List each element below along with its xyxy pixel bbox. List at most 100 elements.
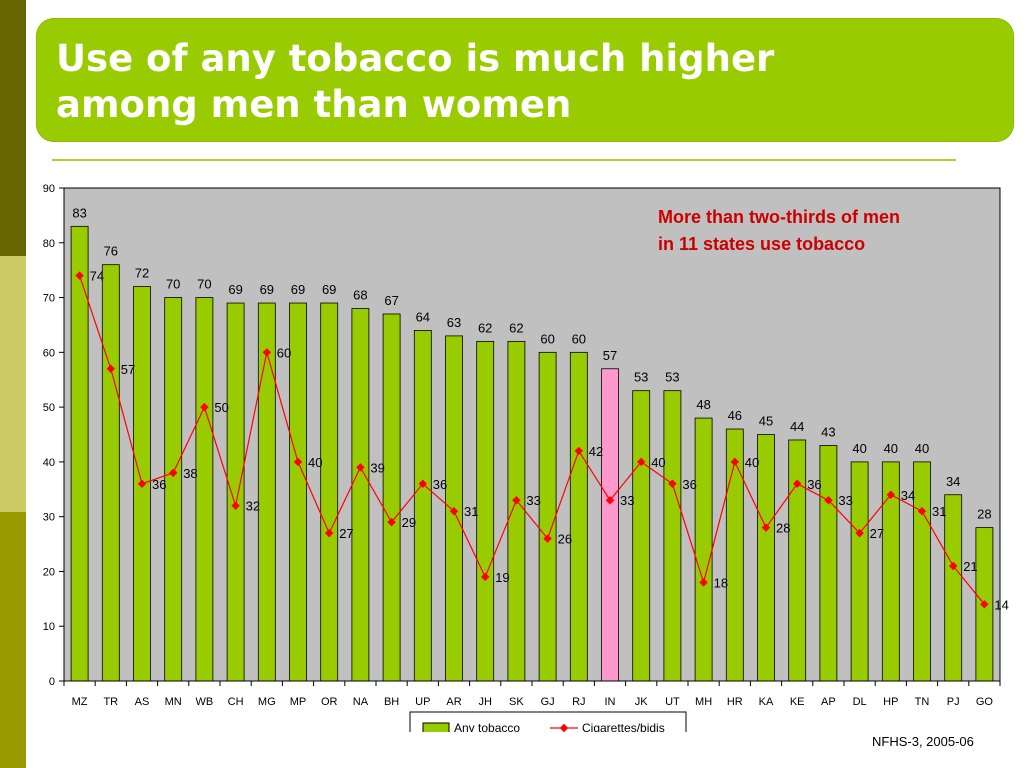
- category-label-rj: RJ: [572, 696, 585, 708]
- bar-series: [70, 225, 994, 682]
- line-label-tr: 57: [121, 362, 135, 377]
- category-label-tr: TR: [103, 696, 118, 708]
- category-label-mn: MN: [165, 696, 182, 708]
- bar-label-jh: 62: [478, 320, 492, 335]
- line-point-gj: [543, 534, 552, 543]
- line-label-up: 36: [433, 477, 447, 492]
- category-label-in: IN: [605, 696, 616, 708]
- bar-ka: [757, 434, 775, 682]
- bar-label-rj: 60: [572, 331, 586, 346]
- bar-label-in: 57: [603, 348, 617, 363]
- side-strip-middle: [0, 256, 26, 512]
- line-label-pj: 21: [963, 559, 977, 574]
- legend-swatch-cigarettes-marker: [559, 723, 569, 732]
- bar-tn: [913, 461, 931, 682]
- bar-label-pj: 34: [946, 474, 960, 489]
- category-label-ut: UT: [665, 696, 680, 708]
- side-strip-top: [0, 0, 26, 256]
- line-point-rj: [574, 446, 584, 456]
- y-tick-label: 80: [43, 238, 55, 250]
- line-point-up: [418, 479, 428, 489]
- bar-label-ke: 44: [790, 419, 804, 434]
- category-label-mp: MP: [290, 696, 307, 708]
- bar-ut: [663, 390, 682, 682]
- bar-label-ka: 45: [759, 414, 773, 429]
- bar-pj: [944, 494, 963, 682]
- category-label-jk: JK: [635, 696, 649, 708]
- line-point-tn: [917, 506, 927, 516]
- y-tick-label: 70: [43, 293, 55, 305]
- line-point-ap: [824, 495, 833, 505]
- line-label-mz: 74: [90, 269, 104, 284]
- category-label-ka: KA: [759, 696, 774, 708]
- bar-label-up: 64: [416, 309, 430, 324]
- line-point-as: [137, 479, 147, 489]
- category-label-bh: BH: [384, 696, 399, 708]
- line-value-labels: 74 57 36 38 50 32 60 40 27 39 29 36 31 19 33 26 42 33 40 36…: [90, 269, 1009, 613]
- category-label-up: UP: [415, 696, 430, 708]
- bar-na: [351, 308, 370, 682]
- bar-label-tn: 40: [915, 441, 929, 456]
- bar-label-na: 68: [353, 288, 367, 303]
- y-tick-label: 40: [43, 457, 55, 469]
- category-label-gj: GJ: [541, 696, 555, 708]
- y-tick-label: 60: [43, 347, 55, 359]
- category-label-mh: MH: [695, 696, 712, 708]
- line-label-ka: 28: [776, 521, 790, 536]
- line-point-hp: [886, 490, 896, 499]
- bar-label-mn: 70: [166, 277, 180, 292]
- bar-label-mg: 69: [260, 282, 274, 297]
- bar-label-ut: 53: [665, 370, 679, 385]
- line-point-bh: [387, 517, 396, 527]
- line-label-wb: 50: [214, 400, 228, 415]
- bar-ch: [226, 302, 245, 682]
- category-label-go: GO: [976, 696, 994, 708]
- line-label-ap: 33: [838, 493, 852, 508]
- bar-up: [413, 330, 432, 682]
- title-divider: [52, 159, 956, 161]
- category-label-sk: SK: [509, 696, 524, 708]
- bar-value-labels: 83 76 72 70 70 69 69 69 69 68 67 64 63 62 62 60 60 57 53 53…: [72, 205, 991, 521]
- line-point-ar: [449, 506, 459, 516]
- line-point-mn: [168, 468, 178, 478]
- line-label-bh: 29: [402, 515, 416, 530]
- bar-tr: [101, 264, 120, 682]
- line-point-hr: [730, 457, 740, 467]
- category-label-pj: PJ: [947, 696, 960, 708]
- line-label-jk: 40: [651, 455, 665, 470]
- line-label-mh: 18: [714, 575, 728, 590]
- bar-label-sk: 62: [509, 320, 523, 335]
- category-label-dl: DL: [853, 696, 867, 708]
- y-tick-label: 20: [43, 566, 55, 578]
- line-point-ut: [668, 479, 677, 489]
- y-tick-label: 30: [43, 512, 55, 524]
- category-label-mz: MZ: [72, 696, 88, 708]
- line-label-ar: 31: [464, 504, 478, 519]
- bar-label-ap: 43: [821, 424, 835, 439]
- line-point-in: [605, 495, 615, 505]
- bar-ke: [788, 439, 807, 682]
- bar-gj: [538, 351, 557, 682]
- line-point-tr: [106, 364, 116, 374]
- legend-label-cigarettes: Cigarettes/bidis: [582, 721, 665, 732]
- line-point-or: [324, 528, 334, 538]
- line-point-ke: [792, 479, 802, 489]
- line-label-ke: 36: [807, 477, 821, 492]
- line-point-sk: [512, 495, 521, 505]
- x-axis: MZ TR AS MN WB CH MG MP OR NA BH UP AR JH SK GJ RJ IN JK UT…: [63, 680, 1001, 708]
- legend-box: [409, 711, 687, 732]
- line-label-sk: 33: [526, 493, 540, 508]
- bar-in: [601, 368, 619, 682]
- bar-label-mp: 69: [291, 282, 305, 297]
- bar-bh: [382, 313, 401, 682]
- category-label-hr: HR: [727, 696, 743, 708]
- bar-label-hr: 46: [728, 408, 742, 423]
- legend-swatch-any-tobacco: [422, 722, 450, 732]
- bar-ap: [819, 445, 838, 682]
- line-label-in: 33: [620, 493, 634, 508]
- line-label-or: 27: [339, 526, 353, 541]
- line-label-tn: 31: [932, 504, 946, 519]
- bar-mp: [289, 302, 307, 682]
- y-axis: 0 10 20 30 40 50 60 70 80 90: [43, 183, 64, 688]
- bar-label-bh: 67: [384, 293, 398, 308]
